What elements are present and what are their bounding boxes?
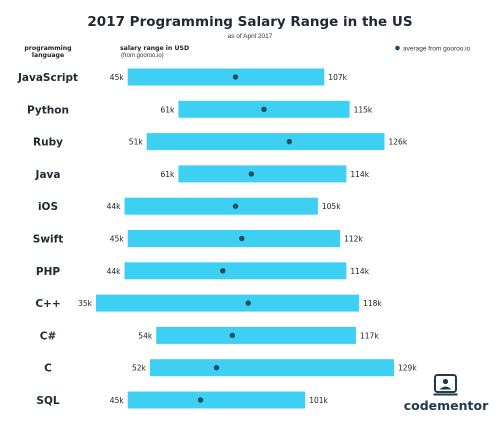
max-salary-label: 101k (309, 396, 328, 405)
max-salary-label: 105k (322, 202, 341, 211)
salary-range-bar (156, 326, 356, 344)
language-label: C (44, 363, 52, 375)
language-label: C# (40, 330, 57, 342)
salary-range-bar (96, 294, 360, 312)
salary-range-bar (127, 391, 306, 409)
max-salary-label: 107k (328, 73, 347, 82)
salary-range-bar (127, 230, 341, 247)
max-salary-label: 129k (398, 364, 417, 373)
average-salary-dot (286, 138, 293, 145)
average-salary-dot (261, 106, 267, 113)
codementor-logo-icon (433, 374, 458, 396)
legend: average from gooroo.io (395, 45, 471, 53)
min-salary-label: 45k (110, 235, 125, 244)
average-salary-dot (220, 268, 226, 274)
average-salary-dot (245, 300, 251, 306)
average-salary-dot (213, 365, 220, 371)
average-salary-dot (232, 74, 239, 80)
chart-row: Ruby 51k 126k (33, 133, 408, 151)
average-salary-dot (229, 332, 235, 339)
chart-title: 2017 Programming Salary Range in the US (87, 14, 412, 30)
max-salary-label: 117k (360, 331, 379, 340)
min-salary-label: 61k (161, 170, 176, 179)
average-salary-dot (197, 397, 204, 403)
language-label: SQL (36, 395, 59, 407)
chart-subtitle: as of April 2017 (228, 33, 273, 40)
salary-range-bar (149, 359, 394, 377)
max-salary-label: 114k (350, 170, 369, 179)
chart-row: Python 61k 115k (27, 100, 373, 118)
chart-row: Swift 45k 112k (33, 230, 363, 247)
salary-range-bar (124, 197, 318, 215)
language-label: Ruby (33, 137, 63, 149)
chart-row: C 52k 129k (44, 359, 417, 377)
max-salary-label: 114k (350, 267, 369, 276)
average-salary-dot (248, 171, 254, 177)
brand-logo: codementor (404, 374, 489, 413)
average-salary-dot (239, 235, 245, 242)
chart-row: PHP 44k 114k (36, 262, 370, 280)
language-label: Python (27, 104, 69, 116)
max-salary-label: 112k (344, 235, 363, 244)
category-header-line-1: programming (24, 45, 71, 52)
average-salary-dot (232, 203, 239, 209)
range-subheader: (from gooroo.io) (121, 53, 164, 59)
category-header-line-2: language (32, 52, 64, 59)
legend-average-dot (395, 45, 400, 51)
language-label: iOS (38, 201, 58, 213)
min-salary-label: 45k (110, 396, 125, 405)
chart-row: SQL 45k 101k (36, 391, 329, 409)
chart-row: Java 61k 114k (35, 165, 370, 183)
min-salary-label: 44k (107, 267, 122, 276)
salary-range-bar (127, 68, 325, 86)
language-label: Java (35, 169, 61, 181)
chart-row: iOS 44k 105k (38, 197, 341, 215)
min-salary-label: 61k (161, 105, 176, 114)
range-header: salary range in USD (120, 45, 189, 52)
chart-row: C++ 35k 118k (35, 294, 382, 312)
language-label: PHP (36, 266, 60, 278)
language-label: Swift (33, 234, 63, 246)
language-label: JavaScript (17, 72, 78, 84)
salary-range-bar (178, 165, 347, 183)
language-label: C++ (35, 298, 60, 310)
min-salary-label: 35k (78, 299, 93, 308)
min-salary-label: 51k (129, 138, 144, 147)
max-salary-label: 126k (389, 138, 408, 147)
salary-range-bar (124, 262, 347, 280)
chart-row: C# 54k 117k (40, 326, 379, 344)
min-salary-label: 52k (132, 364, 147, 373)
min-salary-label: 45k (110, 73, 125, 82)
chart-row: JavaScript 45k 107k (17, 68, 348, 86)
max-salary-label: 118k (363, 299, 382, 308)
chart-rows: JavaScript 45k 107k Python 61k 115k Ruby 51k 126… (17, 68, 417, 409)
legend-label: average from gooroo.io (403, 46, 471, 53)
min-salary-label: 44k (107, 202, 122, 211)
salary-range-bar (146, 133, 385, 151)
max-salary-label: 115k (354, 105, 373, 114)
min-salary-label: 54k (138, 331, 153, 340)
brand-name: codementor (404, 398, 489, 413)
